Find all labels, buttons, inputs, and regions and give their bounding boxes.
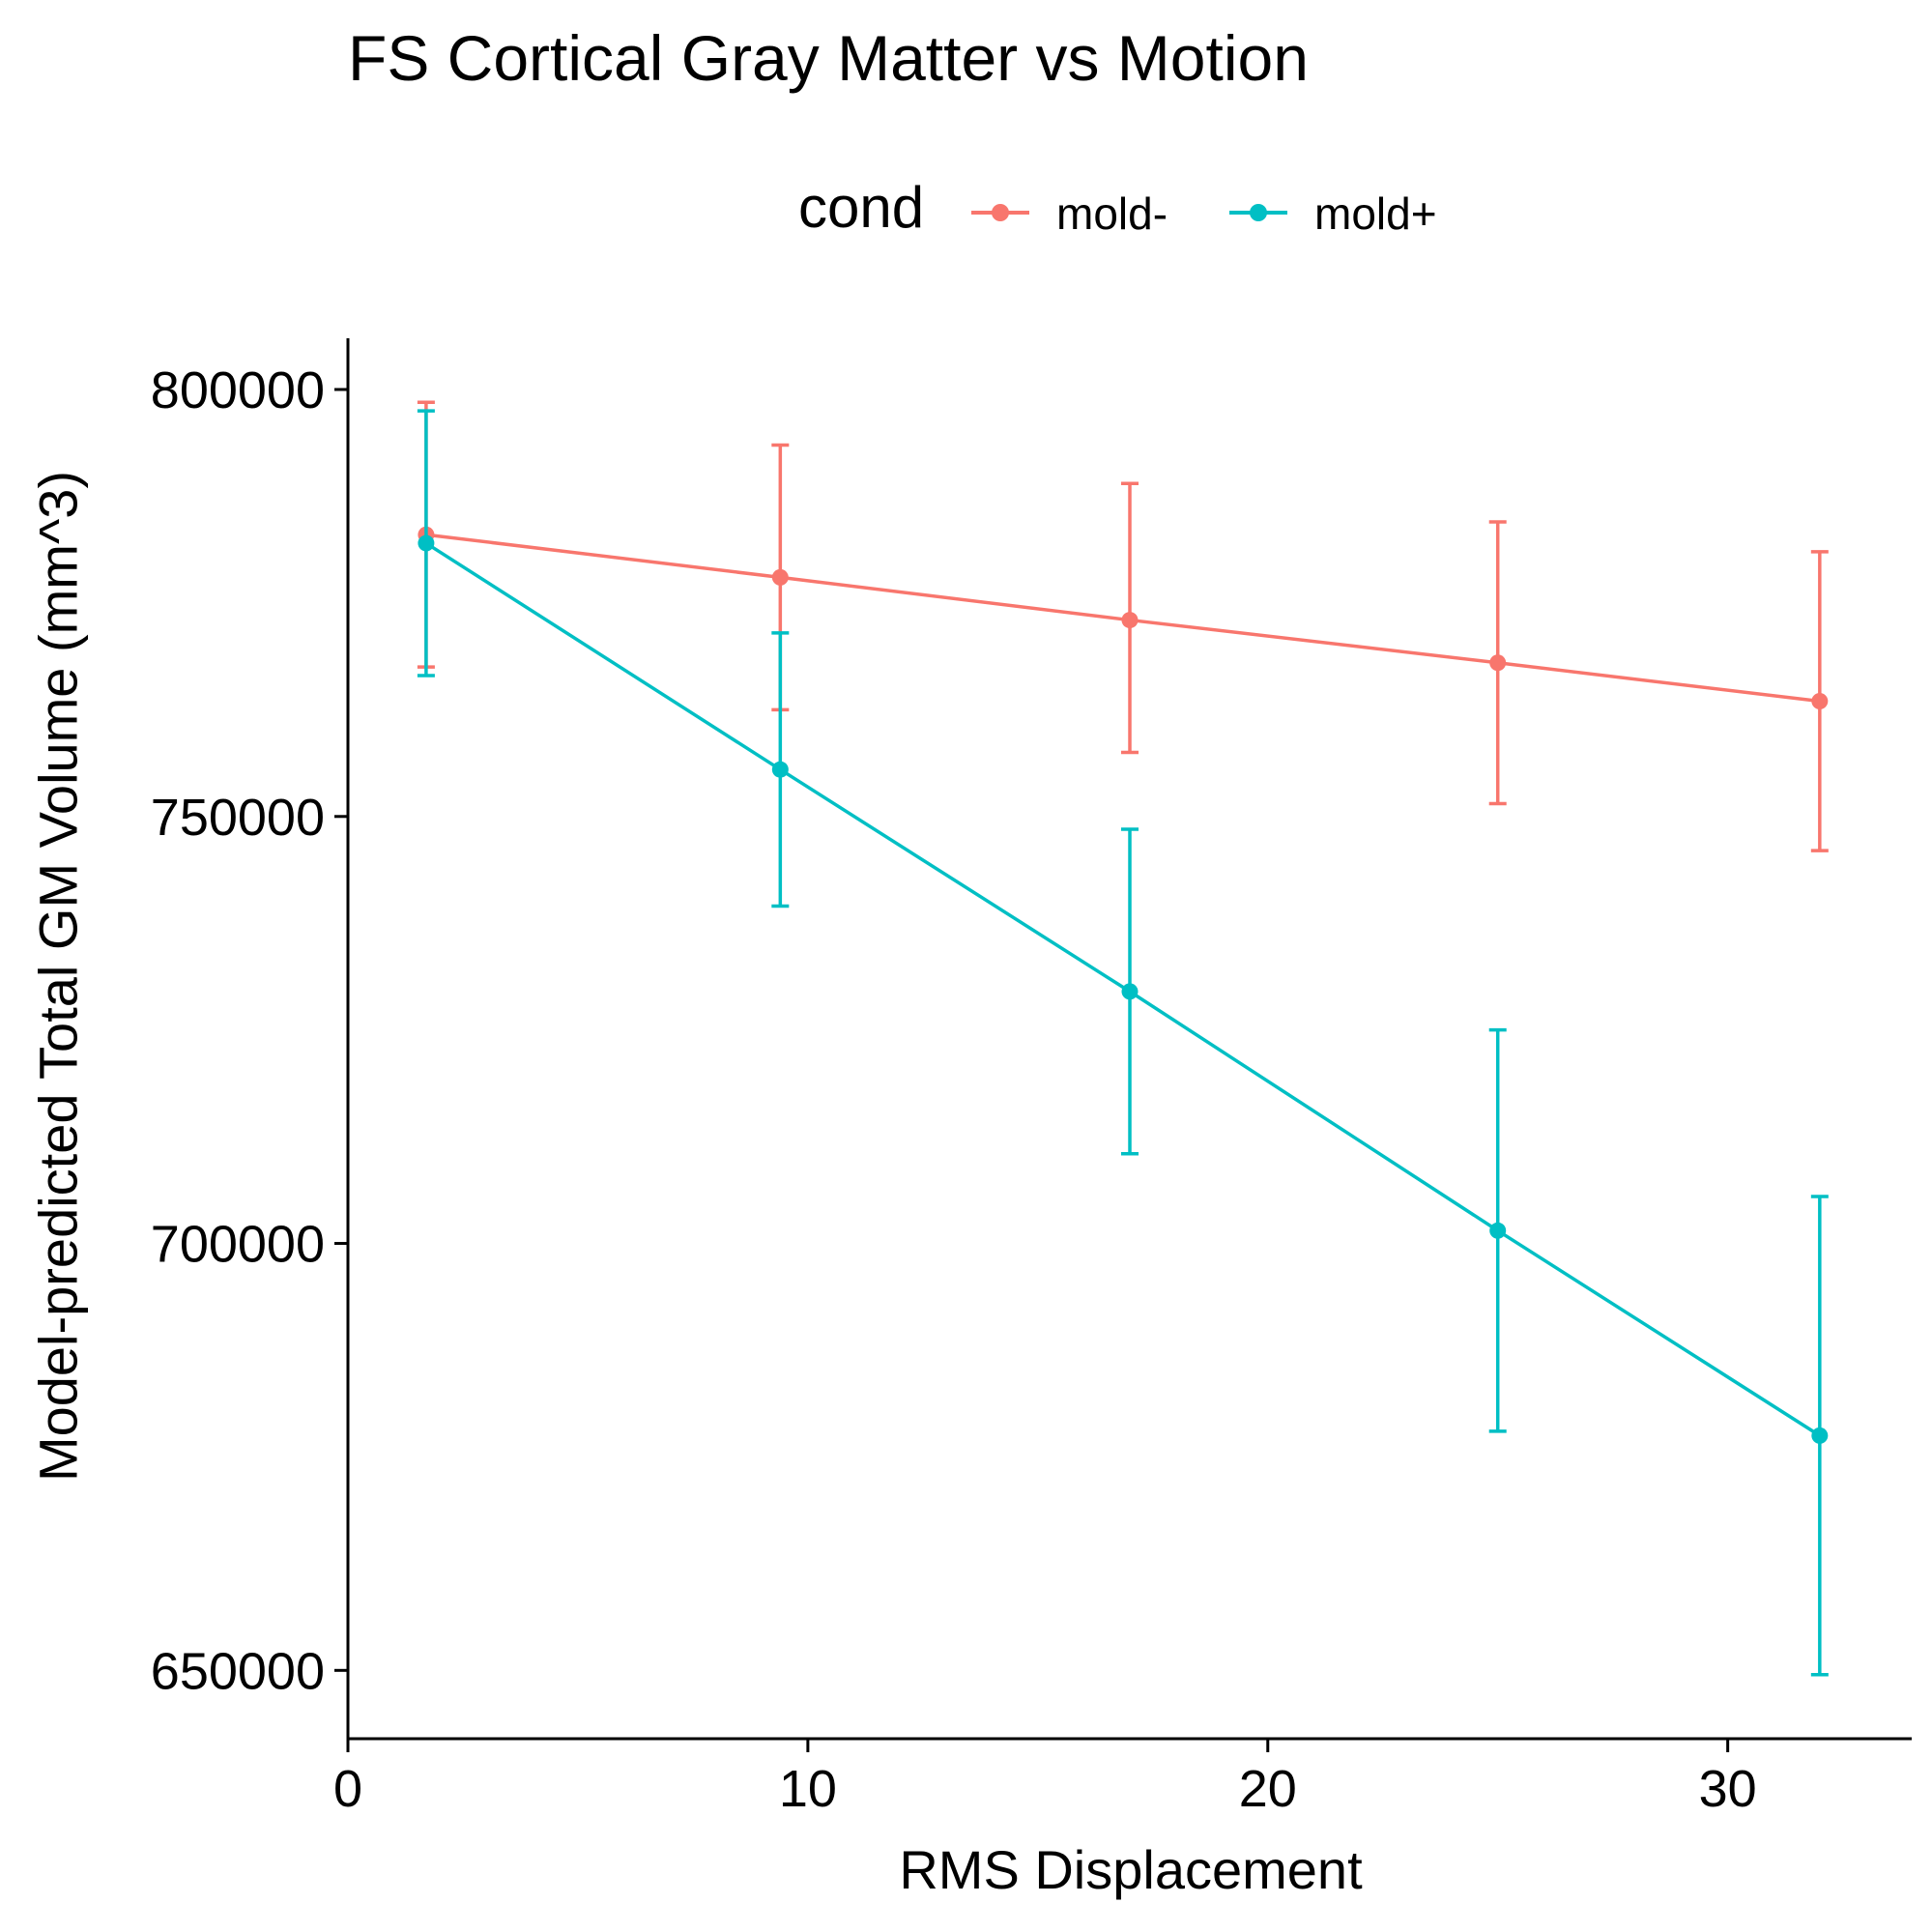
x-axis-title: RMS Displacement [899,1839,1363,1900]
data-point [771,761,789,778]
legend-label-mold-plus: mold+ [1314,188,1437,239]
plot-area [417,400,1829,1677]
legend-label-mold-minus: mold- [1056,188,1168,239]
series-mold-minus [417,400,1829,852]
y-axis-title: Model-predicted Total GM Volume (mm^3) [27,470,89,1483]
data-point [1489,1222,1507,1239]
legend-key-mold-plus [1229,204,1287,221]
y-tick-label: 750000 [151,789,325,847]
data-point [1121,612,1139,629]
legend-title: cond [798,175,925,240]
y-tick-label: 650000 [151,1642,325,1700]
y-tick-label: 800000 [151,361,325,419]
data-point [1811,693,1829,710]
y-tick-label: 700000 [151,1216,325,1274]
legend-key-mold-minus [971,204,1029,221]
x-tick-label: 0 [333,1760,362,1818]
data-point [418,534,435,552]
chart-title: FS Cortical Gray Matter vs Motion [348,22,1309,94]
data-point [1811,1427,1829,1444]
axes: 650000 700000 750000 800000 0 10 20 30 [151,338,1912,1818]
data-point [771,568,789,586]
data-point [1121,983,1139,1000]
x-tick-label: 30 [1699,1760,1757,1818]
x-tick-label: 20 [1239,1760,1297,1818]
series-mold-plus [417,409,1829,1677]
data-point [1489,654,1507,672]
x-tick-label: 10 [779,1760,837,1818]
legend: cond mold- mold+ [0,166,1932,253]
